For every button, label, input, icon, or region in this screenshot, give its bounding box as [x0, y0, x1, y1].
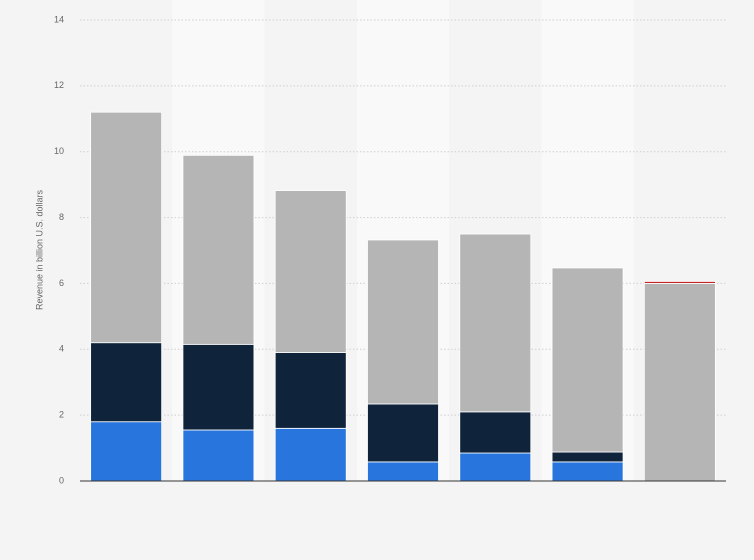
bar-segment [274, 190, 347, 353]
bar-segment [274, 352, 347, 429]
y-tick-label: 8 [59, 212, 64, 222]
y-tick-label: 10 [54, 146, 64, 156]
bar-segment [90, 421, 163, 482]
bar-segment [367, 461, 439, 482]
bar-segment [367, 403, 439, 463]
bar-segment [367, 239, 439, 405]
y-tick-label: 4 [59, 344, 64, 354]
y-tick-label: 12 [54, 80, 64, 90]
bar-segment [551, 451, 624, 463]
bar-segment [643, 283, 716, 482]
y-tick-label: 0 [59, 475, 64, 485]
y-axis-title: Revenue in billion U.S. dollars [34, 189, 44, 310]
y-tick-label: 14 [54, 14, 64, 24]
bar-segment [182, 429, 255, 482]
bar-segment [551, 461, 624, 482]
bar-segment [459, 411, 532, 454]
bar-segment [459, 452, 532, 482]
y-tick-label: 2 [59, 410, 64, 420]
bar-segment [459, 233, 532, 413]
bar-segment [182, 343, 255, 431]
bar-segment [90, 111, 163, 344]
bar-segment [182, 154, 255, 345]
y-tick-label: 6 [59, 278, 64, 288]
bar-segment [90, 342, 163, 423]
bar-segment [551, 267, 624, 453]
bar-segment [643, 281, 716, 284]
bar-segment [274, 427, 347, 482]
